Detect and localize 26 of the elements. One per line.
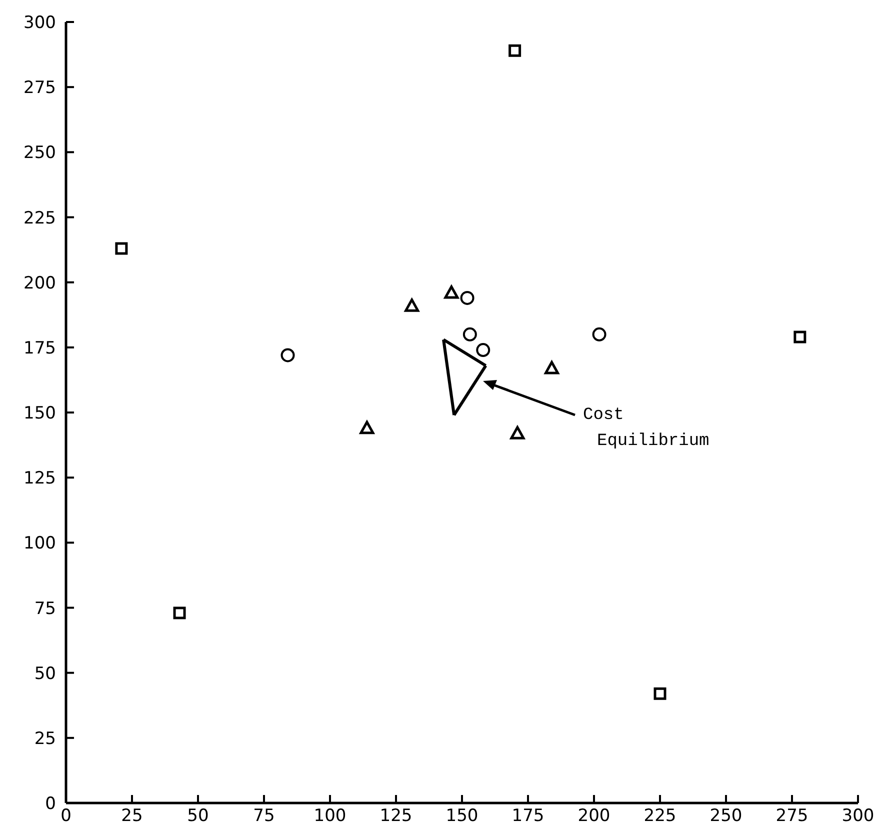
- y-tick-label: 250: [24, 143, 56, 164]
- annotation: Cost Equilibrium: [583, 406, 710, 451]
- y-tick-label: 175: [24, 338, 56, 358]
- x-tick-label: 75: [253, 806, 275, 826]
- y-tick-label: 200: [24, 273, 56, 294]
- y-tick-label: 300: [24, 13, 56, 33]
- x-tick-label: 275: [776, 806, 808, 826]
- y-tick-label: 225: [24, 208, 56, 228]
- x-tick-label: 125: [380, 806, 412, 826]
- x-tick-label: 50: [187, 806, 209, 826]
- x-tick-label: 200: [578, 806, 610, 826]
- x-tick-label: 25: [121, 806, 143, 826]
- y-tick-label: 100: [24, 534, 56, 554]
- x-tick-label: 250: [710, 806, 742, 826]
- y-tick-label: 125: [24, 468, 56, 489]
- x-tick-label: 300: [842, 806, 874, 826]
- x-tick-label: 0: [60, 806, 72, 826]
- x-tick-label: 225: [644, 806, 676, 826]
- y-tick-label: 50: [34, 664, 56, 684]
- y-tick-label: 275: [24, 78, 56, 98]
- y-tick-label: 25: [34, 728, 56, 749]
- x-tick-label: 150: [446, 806, 478, 826]
- x-tick-label: 175: [512, 806, 544, 826]
- y-tick-label: 150: [24, 404, 56, 424]
- x-tick-label: 100: [314, 806, 346, 826]
- y-tick-label: 75: [34, 598, 56, 619]
